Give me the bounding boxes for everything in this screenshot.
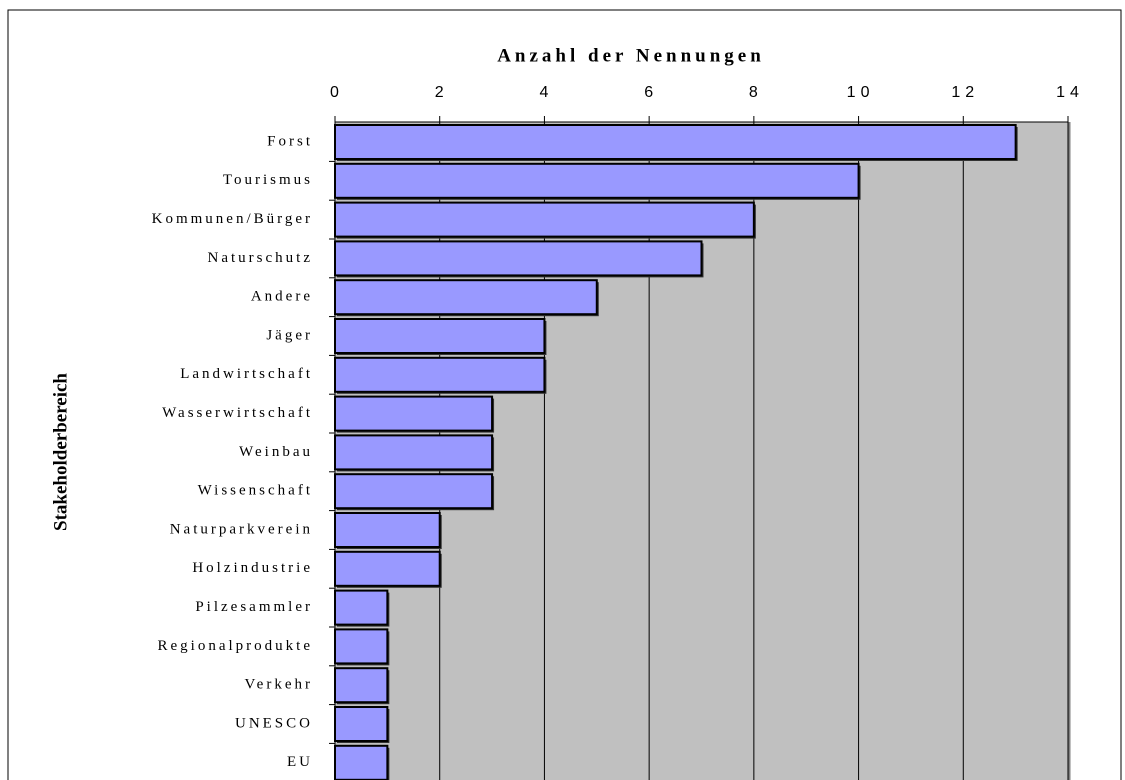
y-tick-label: EU (287, 754, 313, 770)
y-tick-label: Forst (267, 133, 313, 149)
y-tick-label: Andere (251, 289, 313, 305)
x-tick-label: 2 (435, 84, 449, 101)
y-tick-label: Regionalprodukte (158, 638, 313, 654)
y-tick-label: UNESCO (235, 715, 313, 731)
y-tick-label: Weinbau (239, 444, 313, 460)
bar (334, 589, 389, 626)
y-tick-label: Holzindustrie (192, 560, 313, 576)
y-tick-label: Wasserwirtschaft (162, 405, 313, 421)
bar (334, 240, 703, 277)
bar (334, 744, 389, 780)
y-tick-label: Naturschutz (208, 250, 313, 266)
y-tick-label: Landwirtschaft (180, 366, 313, 382)
bar (334, 356, 546, 393)
y-tick-label: Verkehr (245, 677, 313, 693)
bar (334, 395, 494, 432)
x-tick-label: 14 (1056, 84, 1084, 101)
x-tick-label: 4 (539, 84, 553, 101)
x-tick-label: 6 (644, 84, 658, 101)
bar (334, 706, 389, 742)
y-tick-label: Tourismus (223, 172, 313, 188)
chart-title: Anzahl der Nennungen (497, 45, 765, 66)
x-tick-label: 8 (749, 84, 763, 101)
bar (334, 201, 755, 238)
y-tick-label: Jäger (266, 327, 313, 343)
x-tick-label: 0 (330, 84, 344, 101)
y-tick-label: Wissenschaft (198, 483, 313, 499)
bar (334, 162, 860, 199)
bar (334, 279, 598, 316)
x-tick-label: 12 (951, 84, 979, 101)
y-axis-label: Stakeholderbereich (50, 373, 71, 531)
bar (334, 628, 389, 665)
bar (334, 434, 494, 471)
bar (334, 550, 441, 587)
y-tick-label: Kommunen/Bürger (152, 211, 313, 227)
bar (334, 473, 494, 510)
bar (334, 124, 1017, 160)
bar (334, 512, 441, 548)
y-tick-label: Naturparkverein (170, 521, 313, 537)
y-tick-label: Pilzesammler (195, 599, 313, 615)
x-tick-label: 10 (847, 84, 875, 101)
bar (334, 318, 546, 354)
bar (334, 667, 389, 704)
